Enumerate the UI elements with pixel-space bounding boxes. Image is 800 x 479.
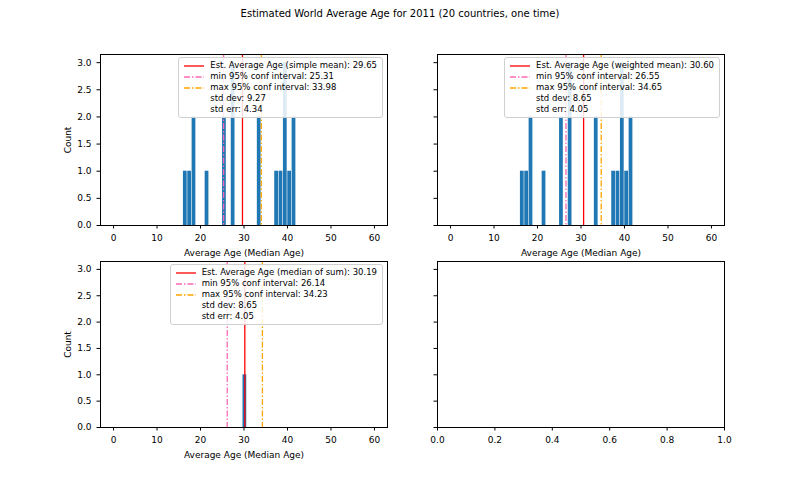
svg-text:40: 40	[282, 233, 294, 243]
html-text:Est. Average Age (weighted mea: Est. Average Age (weighted mean): 30.60	[536, 60, 714, 70]
svg-text:1.0: 1.0	[77, 166, 92, 176]
svg-text:0.5: 0.5	[77, 193, 91, 203]
html-text:Est. Average Age (median of su: Est. Average Age (median of sum): 30.19	[201, 267, 377, 277]
svg-text:0.0: 0.0	[77, 422, 92, 432]
svg-text:3.0: 3.0	[77, 264, 92, 274]
html-text:std err: 4.05: std err: 4.05	[201, 311, 254, 321]
html-text:max 95% conf interval: 33.98: max 95% conf interval: 33.98	[210, 82, 337, 92]
html-text:max 95% conf interval: 34.65: max 95% conf interval: 34.65	[536, 82, 663, 92]
svg-text:0.8: 0.8	[660, 435, 675, 445]
svg-text:30: 30	[575, 233, 587, 243]
svg-text:0.2: 0.2	[488, 435, 502, 445]
html-text:max 95% conf interval: 34.23: max 95% conf interval: 34.23	[201, 289, 328, 299]
html-text:Estimated World Average Age fo: Estimated World Average Age for 2011 (20…	[240, 8, 560, 19]
html-text:std err: 4.34: std err: 4.34	[210, 104, 263, 114]
svg-text:1.0: 1.0	[77, 370, 92, 380]
svg-text:Average Age (Median Age): Average Age (Median Age)	[521, 248, 641, 258]
svg-text:20: 20	[532, 233, 544, 243]
svg-text:0: 0	[111, 233, 117, 243]
html-text:std dev: 8.65: std dev: 8.65	[201, 300, 258, 310]
svg-text:0.4: 0.4	[545, 435, 560, 445]
svg-text:Average Age (Median Age): Average Age (Median Age)	[184, 248, 304, 258]
svg-text:2.0: 2.0	[77, 112, 92, 122]
html-text:min 95% conf interval: 26.55: min 95% conf interval: 26.55	[536, 71, 660, 81]
svg-text:50: 50	[325, 233, 337, 243]
svg-text:40: 40	[619, 233, 631, 243]
svg-text:Average Age (Median Age): Average Age (Median Age)	[184, 450, 304, 460]
svg-text:1.5: 1.5	[77, 139, 91, 149]
svg-text:20: 20	[195, 435, 207, 445]
svg-text:Count: Count	[63, 331, 73, 358]
svg-text:10: 10	[488, 233, 500, 243]
svg-text:0.6: 0.6	[603, 435, 618, 445]
html-text:std err: 4.05: std err: 4.05	[536, 104, 589, 114]
svg-text:1.5: 1.5	[77, 343, 91, 353]
svg-text:1.0: 1.0	[717, 435, 732, 445]
svg-text:40: 40	[282, 435, 294, 445]
html-text:Est. Average Age (simple mean): Est. Average Age (simple mean): 29.65	[210, 60, 377, 70]
svg-text:0: 0	[111, 435, 117, 445]
svg-text:3.0: 3.0	[77, 58, 92, 68]
svg-text:30: 30	[238, 435, 250, 445]
svg-text:10: 10	[151, 233, 163, 243]
svg-text:2.5: 2.5	[77, 85, 91, 95]
html-text:min 95% conf interval: 25.31: min 95% conf interval: 25.31	[210, 71, 334, 81]
html-text:std dev: 8.65: std dev: 8.65	[536, 93, 592, 103]
svg-text:60: 60	[369, 233, 381, 243]
svg-text:0.5: 0.5	[77, 396, 91, 406]
svg-text:2.5: 2.5	[77, 291, 91, 301]
svg-text:2.0: 2.0	[77, 317, 92, 327]
svg-text:50: 50	[662, 233, 674, 243]
svg-text:0.0: 0.0	[77, 220, 92, 230]
html-text:min 95% conf interval: 26.14: min 95% conf interval: 26.14	[201, 278, 326, 288]
svg-text:50: 50	[325, 435, 337, 445]
svg-text:60: 60	[369, 435, 381, 445]
svg-text:Count: Count	[63, 126, 73, 153]
svg-text:0.0: 0.0	[430, 435, 445, 445]
svg-text:0: 0	[448, 233, 454, 243]
svg-text:30: 30	[238, 233, 250, 243]
html-text:std dev: 9.27: std dev: 9.27	[210, 93, 266, 103]
svg-text:10: 10	[151, 435, 163, 445]
svg-text:20: 20	[195, 233, 207, 243]
svg-text:60: 60	[706, 233, 718, 243]
